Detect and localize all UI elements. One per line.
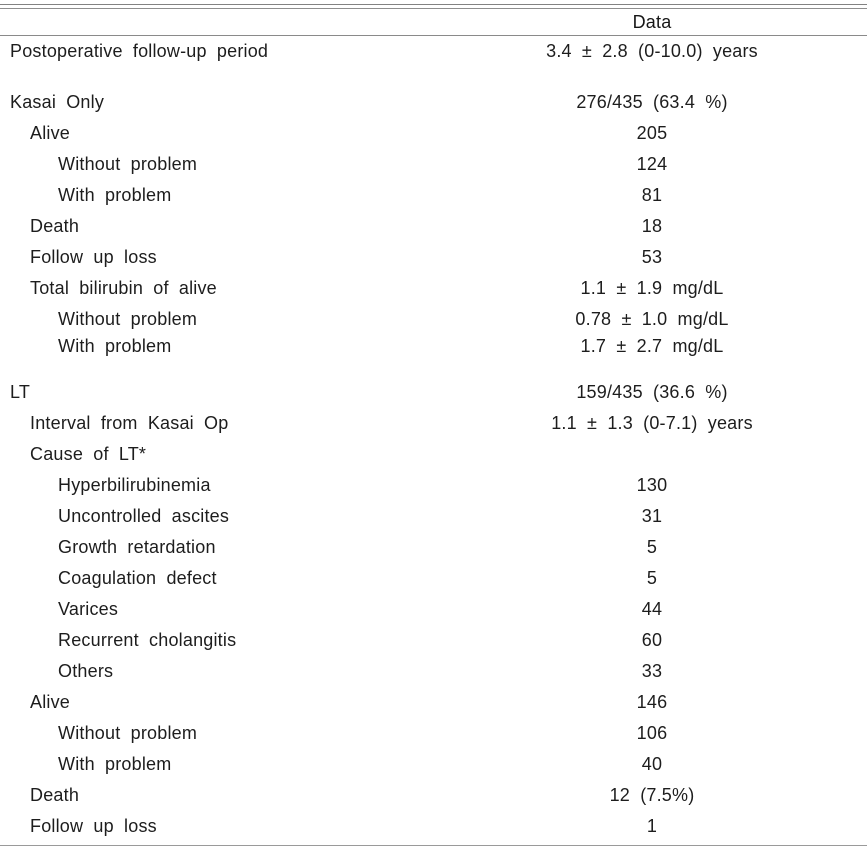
row-value: 205 (636, 123, 668, 143)
row-label: Kasai Only (10, 92, 105, 112)
column-header-data: Data (632, 11, 672, 32)
table-row: Death 12 (7.5%) (0, 780, 867, 811)
row-value: 159/435 (36.6 %) (576, 382, 728, 402)
table-bottom-rule (0, 845, 867, 846)
table-row: Without problem 0.78 ± 1.0 mg/dL (0, 304, 867, 335)
table-row: Varices 44 (0, 594, 867, 625)
table-row: Uncontrolled ascites 31 (0, 501, 867, 532)
table-row: LT 159/435 (36.6 %) (0, 377, 867, 408)
row-value: 31 (641, 506, 663, 526)
row-label: Others (58, 661, 114, 681)
row-label: Uncontrolled ascites (58, 506, 230, 526)
row-value: 44 (641, 599, 663, 619)
table-row: Total bilirubin of alive 1.1 ± 1.9 mg/dL (0, 273, 867, 304)
table-row: Kasai Only 276/435 (63.4 %) (0, 87, 867, 118)
row-label: Varices (58, 599, 119, 619)
row-value: 81 (641, 185, 663, 205)
table-row: Recurrent cholangitis 60 (0, 625, 867, 656)
row-value: 276/435 (63.4 %) (576, 92, 728, 112)
row-value: 106 (636, 723, 668, 743)
row-value: 0.78 ± 1.0 mg/dL (575, 309, 729, 329)
row-value: 12 (7.5%) (609, 785, 695, 805)
row-label: Coagulation defect (58, 568, 217, 588)
row-value: 60 (641, 630, 663, 650)
table-row: Alive 146 (0, 687, 867, 718)
table-row: Without problem 106 (0, 718, 867, 749)
table-row: Follow up loss 1 (0, 811, 867, 842)
table-row: Cause of LT* (0, 439, 867, 470)
table-header-rule (0, 35, 867, 36)
table-row: Postoperative follow-up period 3.4 ± 2.8… (0, 36, 867, 67)
row-label: Growth retardation (58, 537, 216, 557)
table-row: Death 18 (0, 211, 867, 242)
table-header-row: Data (0, 9, 867, 35)
table-row: Follow up loss 53 (0, 242, 867, 273)
row-label: Recurrent cholangitis (58, 630, 237, 650)
table-row: Without problem 124 (0, 149, 867, 180)
row-label: Interval from Kasai Op (30, 413, 229, 433)
row-value: 3.4 ± 2.8 (0-10.0) years (546, 41, 758, 61)
row-label: With problem (58, 335, 172, 356)
table-row: Others 33 (0, 656, 867, 687)
row-label: Death (30, 216, 80, 236)
table-row: With problem 40 (0, 749, 867, 780)
row-value: 1.7 ± 2.7 mg/dL (580, 335, 724, 356)
row-value: 53 (641, 247, 663, 267)
row-value: 5 (646, 537, 658, 557)
row-value: 146 (636, 692, 668, 712)
row-value: 40 (641, 754, 663, 774)
row-value: 130 (636, 475, 668, 495)
table-row: With problem 81 (0, 180, 867, 211)
row-label: Without problem (58, 723, 198, 743)
row-label: Alive (30, 692, 71, 712)
row-label: Cause of LT* (30, 444, 147, 464)
table-row: Coagulation defect 5 (0, 563, 867, 594)
row-value: 1.1 ± 1.3 (0-7.1) years (551, 413, 753, 433)
table-row: Hyperbilirubinemia 130 (0, 470, 867, 501)
row-label: LT (10, 382, 31, 402)
row-value: 18 (641, 216, 663, 236)
row-label: Alive (30, 123, 71, 143)
row-label: Follow up loss (30, 816, 157, 836)
row-label: Hyperbilirubinemia (58, 475, 211, 495)
row-label: Follow up loss (30, 247, 157, 267)
section-spacer (0, 357, 867, 377)
table-top-rule (0, 4, 867, 9)
row-value: 124 (636, 154, 668, 174)
row-value: 1 (646, 816, 658, 836)
row-value: 1.1 ± 1.9 mg/dL (580, 278, 724, 298)
row-label: Without problem (58, 154, 198, 174)
table-row: Interval from Kasai Op 1.1 ± 1.3 (0-7.1)… (0, 408, 867, 439)
row-label: Total bilirubin of alive (30, 278, 217, 298)
row-label: With problem (58, 754, 172, 774)
row-value: 5 (646, 568, 658, 588)
row-label: Death (30, 785, 80, 805)
row-value: 33 (641, 661, 663, 681)
row-label: Postoperative follow-up period (10, 41, 269, 61)
row-label: With problem (58, 185, 172, 205)
table-row: Alive 205 (0, 118, 867, 149)
table-row: With problem 1.7 ± 2.7 mg/dL (0, 335, 867, 357)
section-spacer (0, 67, 867, 87)
row-label: Without problem (58, 309, 198, 329)
table-row: Growth retardation 5 (0, 532, 867, 563)
